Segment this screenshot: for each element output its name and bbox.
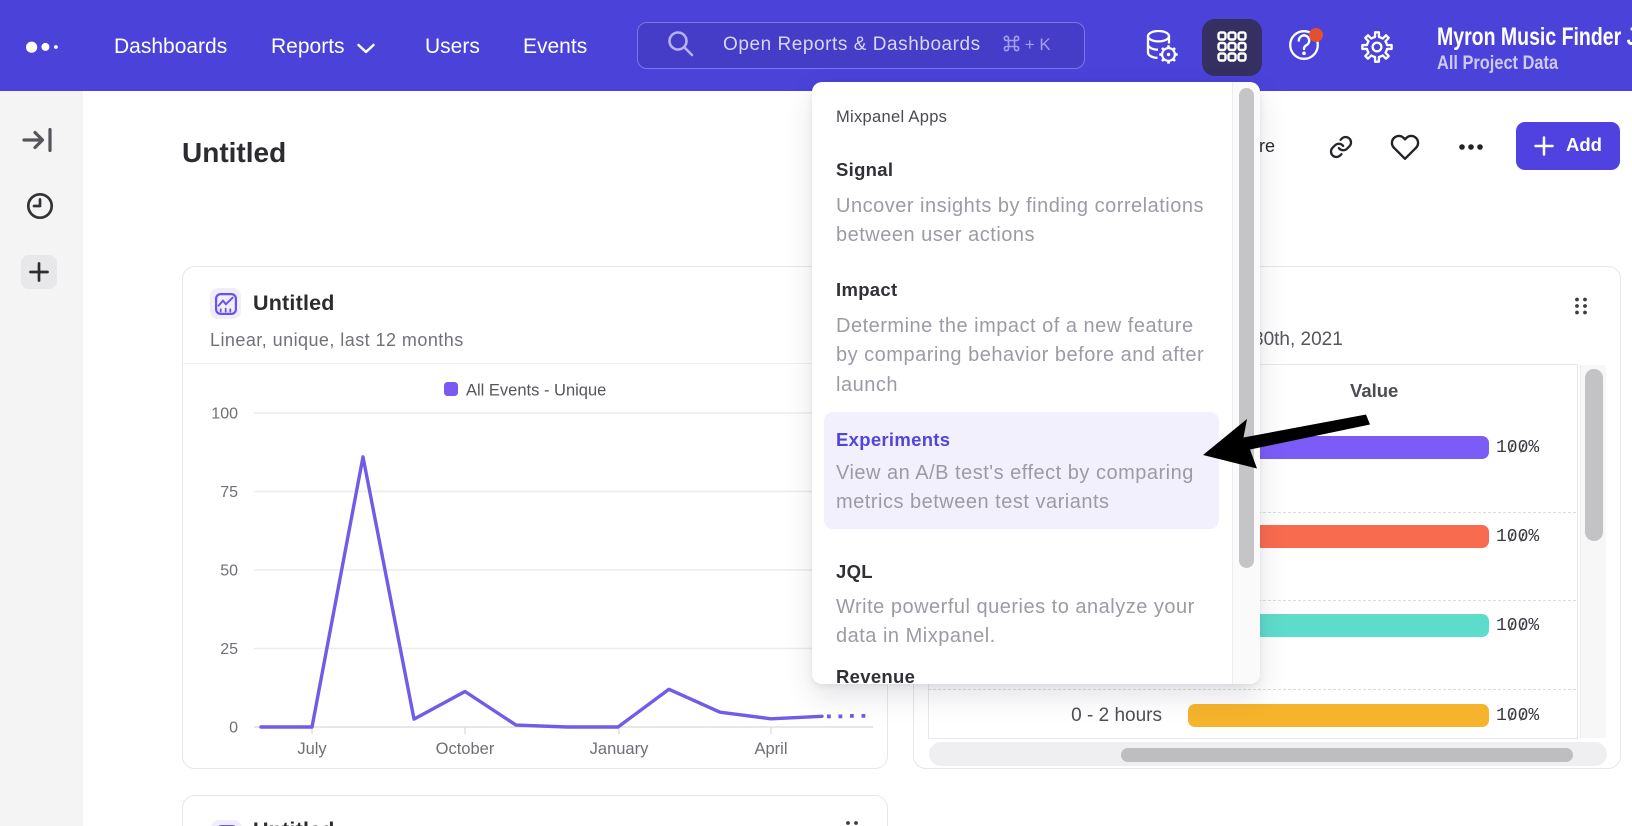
svg-text:0: 0 — [229, 720, 238, 737]
svg-text:April: April — [754, 740, 787, 758]
svg-text:25: 25 — [220, 641, 238, 658]
svg-text:January: January — [590, 740, 649, 758]
svg-text:July: July — [297, 740, 327, 758]
svg-text:100: 100 — [211, 406, 238, 423]
svg-text:75: 75 — [220, 484, 238, 501]
svg-text:50: 50 — [220, 563, 238, 580]
svg-text:October: October — [436, 740, 495, 758]
svg-text:All Events - Unique: All Events - Unique — [466, 382, 606, 400]
